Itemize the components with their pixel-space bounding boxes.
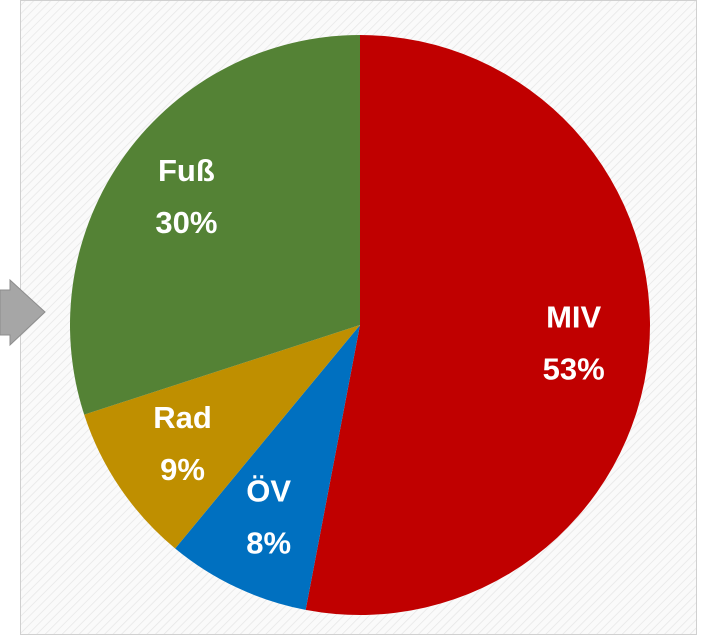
slice-value-label: 30%	[155, 205, 217, 240]
slice-label: MIV	[546, 299, 601, 334]
slice-value-label: 9%	[160, 452, 205, 487]
slice-label: Rad	[153, 400, 212, 435]
pie-slice	[305, 35, 651, 615]
pie-slice	[69, 35, 361, 415]
slice-value-label: 53%	[543, 351, 605, 386]
slice-label: Fuß	[158, 153, 215, 188]
pie-slice	[84, 325, 361, 549]
slice-label: ÖV	[246, 473, 291, 508]
arrow	[0, 278, 46, 347]
pie-slice	[175, 325, 360, 610]
slice-value-label: 8%	[246, 525, 291, 560]
